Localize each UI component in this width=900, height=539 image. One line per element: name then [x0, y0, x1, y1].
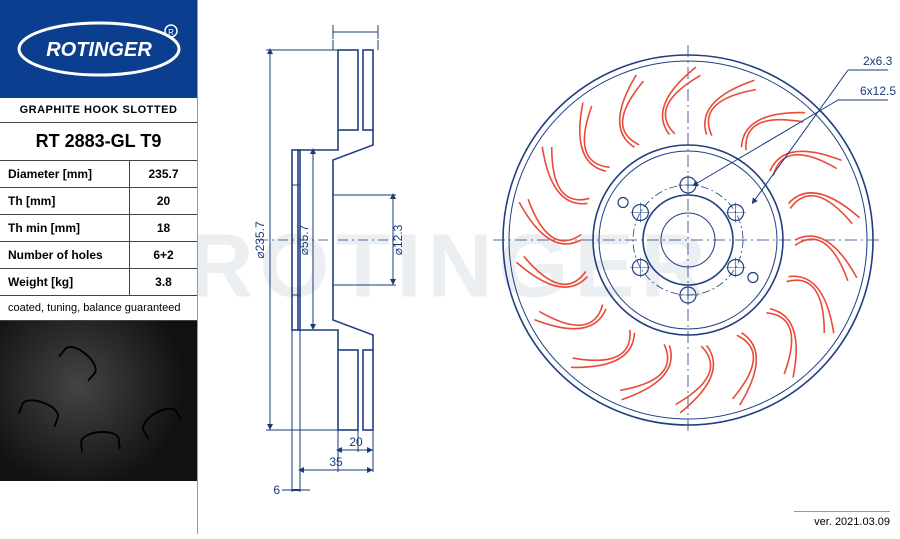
spec-row: Th [mm]20	[0, 188, 197, 215]
spec-label: Number of holes	[0, 242, 130, 268]
svg-text:2x6.3: 2x6.3	[863, 54, 893, 68]
spec-footnote: coated, tuning, balance guaranteed	[0, 296, 197, 321]
spec-row: Number of holes6+2	[0, 242, 197, 269]
svg-text:20: 20	[349, 435, 363, 449]
spec-value: 20	[130, 188, 197, 214]
spec-label: Diameter [mm]	[0, 161, 130, 187]
logo-area: ROTINGER R	[0, 0, 197, 98]
svg-text:6x12.5: 6x12.5	[860, 84, 896, 98]
svg-text:⌀235.7: ⌀235.7	[253, 221, 267, 259]
spec-row: Diameter [mm]235.7	[0, 161, 197, 188]
version-label: ver. 2021.03.09	[794, 511, 890, 528]
product-photo	[0, 321, 197, 481]
technical-drawing: ⌀235.7 ⌀55.7 ⌀12.3 20 35 6 2x6.3 6x12.5	[198, 0, 900, 534]
spec-label: Th min [mm]	[0, 215, 130, 241]
spec-panel: ROTINGER R GRAPHITE HOOK SLOTTED RT 2883…	[0, 0, 198, 534]
front-view	[493, 45, 888, 435]
spec-label: Th [mm]	[0, 188, 130, 214]
spec-row: Th min [mm]18	[0, 215, 197, 242]
svg-text:R: R	[168, 28, 174, 37]
spec-value: 18	[130, 215, 197, 241]
product-type: GRAPHITE HOOK SLOTTED	[0, 98, 197, 123]
svg-text:35: 35	[329, 455, 343, 469]
logo-icon: ROTINGER R	[14, 19, 184, 79]
svg-text:⌀55.7: ⌀55.7	[297, 224, 311, 255]
spec-value: 6+2	[130, 242, 197, 268]
spec-value: 3.8	[130, 269, 197, 295]
spec-label: Weight [kg]	[0, 269, 130, 295]
spec-value: 235.7	[130, 161, 197, 187]
svg-text:ROTINGER: ROTINGER	[46, 39, 152, 61]
svg-text:6: 6	[273, 483, 280, 497]
spec-row: Weight [kg]3.8	[0, 269, 197, 296]
svg-text:⌀12.3: ⌀12.3	[391, 224, 405, 255]
part-number: RT 2883-GL T9	[0, 123, 197, 161]
side-view	[258, 25, 398, 492]
